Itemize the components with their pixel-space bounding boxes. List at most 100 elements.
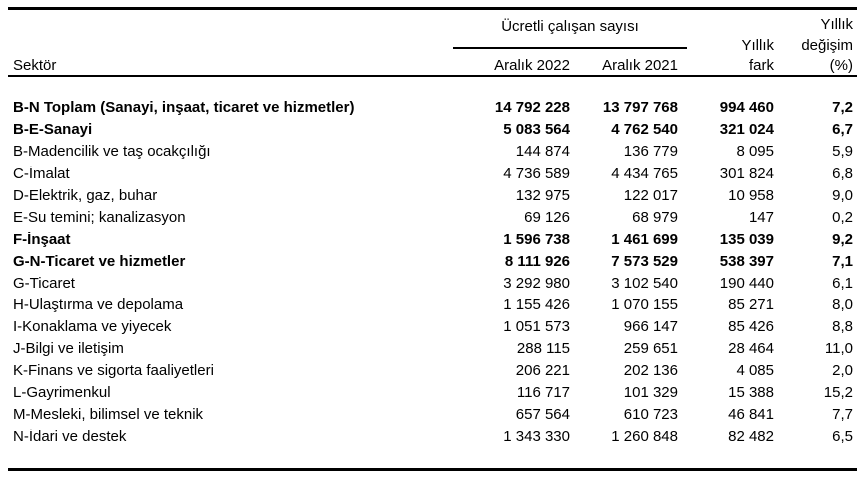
dec-2021-value: 7 573 529 — [611, 253, 678, 269]
dec-2021-value: 1 070 155 — [611, 297, 678, 313]
table-row: G-Ticaret 3 292 980 3 102 540 190 440 6,… — [8, 272, 857, 294]
annual-diff-value: 85 426 — [728, 319, 774, 335]
table-body: B-N Toplam (Sanayi, inşaat, ticaret ve h… — [8, 78, 857, 447]
dec-2022-value: 69 126 — [524, 209, 570, 225]
annual-change-pct-value: 0,2 — [832, 209, 853, 225]
december-2022-column-header: Aralık 2022 — [494, 57, 570, 74]
annual-diff-value: 28 464 — [728, 341, 774, 357]
annual-change-pct-value: 5,9 — [832, 144, 853, 160]
dec-2021-value: 13 797 768 — [602, 100, 678, 116]
sector-label: I-Konaklama ve yiyecek — [13, 319, 172, 335]
dec-2021-value: 136 779 — [623, 144, 678, 160]
dec-2022-value: 4 736 589 — [503, 166, 570, 182]
table-row: K-Finans ve sigorta faaliyetleri 206 221… — [8, 360, 857, 382]
sector-label: H-Ulaştırma ve depolama — [13, 297, 184, 313]
annual-diff-value: 85 271 — [728, 297, 774, 313]
annual-change-pct-value: 15,2 — [823, 385, 853, 401]
sector-label: B-E-Sanayi — [13, 122, 93, 138]
annual-change-pct-value: 8,0 — [832, 297, 853, 313]
dec-2021-value: 68 979 — [632, 209, 678, 225]
annual-diff-value: 82 482 — [728, 428, 774, 444]
annual-change-pct-value: 9,2 — [832, 231, 853, 247]
sector-label: E-Su temini; kanalizasyon — [13, 209, 186, 225]
sector-label: B-Madencilik ve taş ocakçılığı — [13, 144, 211, 160]
sector-label: K-Finans ve sigorta faaliyetleri — [13, 363, 214, 379]
sector-label: G-N-Ticaret ve hizmetler — [13, 253, 186, 269]
table-row: I-Konaklama ve yiyecek 1 051 573 966 147… — [8, 316, 857, 338]
annual-diff-header-line2: fark — [748, 57, 774, 74]
bottom-rule — [8, 468, 857, 471]
sector-label: L-Gayrimenkul — [13, 385, 111, 401]
table-row: B-Madencilik ve taş ocakçılığı 144 874 1… — [8, 141, 857, 163]
sector-label: D-Elektrik, gaz, buhar — [13, 188, 158, 203]
annual-change-pct-value: 6,1 — [832, 275, 853, 291]
dec-2022-value: 206 221 — [515, 363, 570, 379]
table-row: C-İmalat 4 736 589 4 434 765 301 824 6,8 — [8, 163, 857, 185]
sector-column-header: Sektör — [13, 57, 57, 74]
dec-2022-value: 8 111 926 — [504, 253, 570, 269]
sector-label: M-Mesleki, bilimsel ve teknik — [13, 406, 204, 422]
dec-2021-value: 4 762 540 — [611, 122, 678, 138]
table-row-trade-services-total: G-N-Ticaret ve hizmetler 8 111 926 7 573… — [8, 250, 857, 272]
dec-2021-value: 259 651 — [623, 341, 678, 357]
dec-2021-value: 1 461 699 — [611, 231, 678, 247]
header-rule — [8, 75, 857, 77]
sector-label: B-N Toplam (Sanayi, inşaat, ticaret ve h… — [13, 100, 355, 116]
dec-2021-value: 966 147 — [623, 319, 678, 335]
annual-change-pct-value: 11,0 — [824, 341, 853, 357]
sector-label: G-Ticaret — [13, 275, 75, 291]
table-row-industry-total: B-E-Sanayi 5 083 564 4 762 540 321 024 6… — [8, 119, 857, 141]
dec-2021-value: 122 017 — [623, 188, 678, 203]
annual-diff-value: 538 397 — [719, 253, 774, 269]
annual-change-pct-value: 6,8 — [832, 166, 853, 182]
annual-change-pct-value: 7,2 — [832, 100, 853, 116]
dec-2022-value: 132 975 — [515, 188, 570, 203]
dec-2021-value: 4 434 765 — [611, 166, 678, 182]
dec-2022-value: 1 051 573 — [503, 319, 570, 335]
annual-diff-value: 994 460 — [719, 100, 774, 116]
table-row: L-Gayrimenkul 116 717 101 329 15 388 15,… — [8, 382, 857, 404]
sector-label: C-İmalat — [13, 166, 70, 182]
dec-2022-value: 1 596 738 — [503, 231, 570, 247]
dec-2021-value: 3 102 540 — [611, 275, 678, 291]
top-rule — [8, 7, 857, 10]
annual-diff-value: 8 095 — [736, 144, 774, 160]
annual-diff-value: 4 085 — [736, 363, 774, 379]
annual-change-pct-value: 2,0 — [832, 363, 853, 379]
table-row: E-Su temini; kanalizasyon 69 126 68 979 … — [8, 206, 857, 228]
annual-change-pct-value: 9,0 — [832, 188, 853, 203]
table-row: H-Ulaştırma ve depolama 1 155 426 1 070 … — [8, 294, 857, 316]
dec-2022-value: 657 564 — [515, 406, 570, 422]
table-row: N-İdari ve destek 1 343 330 1 260 848 82… — [8, 425, 857, 447]
dec-2022-value: 1 155 426 — [503, 297, 570, 313]
annual-diff-value: 147 — [748, 209, 774, 225]
dec-2021-value: 1 260 848 — [611, 428, 678, 444]
dec-2022-value: 5 083 564 — [503, 122, 570, 138]
sector-label: J-Bilgi ve iletişim — [13, 341, 124, 357]
annual-change-header-line2: değişim — [801, 37, 853, 54]
dec-2021-value: 101 329 — [623, 385, 678, 401]
dec-2022-value: 288 115 — [516, 341, 570, 357]
annual-diff-value: 190 440 — [719, 275, 774, 291]
dec-2022-value: 116 717 — [516, 385, 570, 401]
annual-diff-value: 10 958 — [728, 188, 774, 203]
dec-2022-value: 14 792 228 — [494, 100, 570, 116]
table-row: D-Elektrik, gaz, buhar 132 975 122 017 1… — [8, 185, 857, 207]
annual-diff-value: 15 388 — [728, 385, 774, 401]
dec-2021-value: 202 136 — [623, 363, 678, 379]
table-row: M-Mesleki, bilimsel ve teknik 657 564 61… — [8, 403, 857, 425]
table-row: J-Bilgi ve iletişim 288 115 259 651 28 4… — [8, 338, 857, 360]
annual-change-pct-value: 6,7 — [832, 122, 853, 138]
annual-diff-value: 321 024 — [719, 122, 774, 138]
dec-2021-value: 610 723 — [623, 406, 678, 422]
dec-2022-value: 3 292 980 — [503, 275, 570, 291]
table-row-total: B-N Toplam (Sanayi, inşaat, ticaret ve h… — [8, 97, 857, 119]
december-2021-column-header: Aralık 2021 — [602, 57, 678, 74]
dec-2022-value: 144 874 — [515, 144, 570, 160]
annual-change-pct-value: 6,5 — [832, 428, 853, 444]
dec-2022-value: 1 343 330 — [503, 428, 570, 444]
annual-change-pct-value: 7,1 — [832, 253, 853, 269]
annual-diff-header-line1: Yıllık — [741, 37, 774, 54]
annual-diff-value: 301 824 — [719, 166, 774, 182]
